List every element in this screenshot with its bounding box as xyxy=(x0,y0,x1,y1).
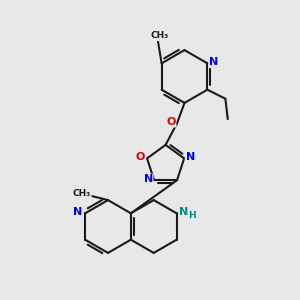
Text: O: O xyxy=(136,152,145,163)
Text: N: N xyxy=(73,207,83,218)
Text: H: H xyxy=(188,211,196,220)
Text: N: N xyxy=(179,207,189,218)
Text: CH₃: CH₃ xyxy=(150,31,169,40)
Text: N: N xyxy=(143,174,153,184)
Text: N: N xyxy=(209,57,219,68)
Text: N: N xyxy=(185,152,195,163)
Text: CH₃: CH₃ xyxy=(73,189,91,198)
Text: O: O xyxy=(166,117,176,127)
